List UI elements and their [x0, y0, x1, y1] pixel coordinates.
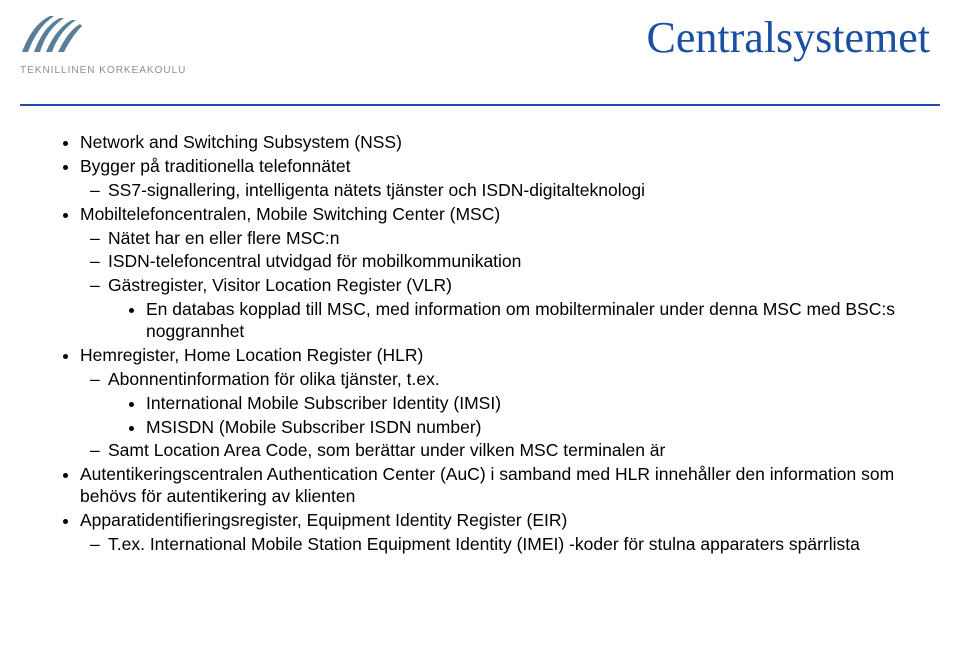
institution-name: TEKNILLINEN KORKEAKOULU [20, 65, 210, 76]
bullet-text: Abonnentinformation för olika tjänster, … [108, 369, 440, 389]
bullet-l3: En databas kopplad till MSC, med informa… [146, 299, 920, 343]
bullet-l2: ISDN-telefoncentral utvidgad för mobilko… [108, 251, 920, 273]
bullet-l2: Gästregister, Visitor Location Register … [108, 275, 920, 343]
bullet-text: Bygger på traditionella telefonnätet [80, 156, 350, 176]
bullet-l3: MSISDN (Mobile Subscriber ISDN number) [146, 417, 920, 439]
bullet-l1: Mobiltelefoncentralen, Mobile Switching … [80, 204, 920, 343]
bullet-text: Mobiltelefoncentralen, Mobile Switching … [80, 204, 500, 224]
bullet-l1: Apparatidentifieringsregister, Equipment… [80, 510, 920, 556]
slide-title: Centralsystemet [647, 12, 931, 63]
bullet-l1: Autentikeringscentralen Authentication C… [80, 464, 920, 508]
bullet-l1: Hemregister, Home Location Register (HLR… [80, 345, 920, 462]
bullet-l2: Abonnentinformation för olika tjänster, … [108, 369, 920, 439]
bullet-text: Gästregister, Visitor Location Register … [108, 275, 452, 295]
title-underline [20, 104, 940, 106]
bullet-text: Hemregister, Home Location Register (HLR… [80, 345, 423, 365]
bullet-l2: SS7-signallering, intelligenta nätets tj… [108, 180, 920, 202]
bullet-l2: Samt Location Area Code, som berättar un… [108, 440, 920, 462]
bullet-l1: Network and Switching Subsystem (NSS) [80, 132, 920, 154]
bullet-l3: International Mobile Subscriber Identity… [146, 393, 920, 415]
bullet-l2: Nätet har en eller flere MSC:n [108, 228, 920, 250]
slide: TEKNILLINEN KORKEAKOULU Centralsystemet … [0, 0, 960, 671]
institution-logo: TEKNILLINEN KORKEAKOULU [20, 14, 210, 76]
logo-mark-icon [20, 14, 82, 59]
slide-body: Network and Switching Subsystem (NSS) By… [60, 130, 920, 558]
bullet-text: Apparatidentifieringsregister, Equipment… [80, 510, 567, 530]
bullet-l2: T.ex. International Mobile Station Equip… [108, 534, 920, 556]
bullet-l1: Bygger på traditionella telefonnätet SS7… [80, 156, 920, 202]
